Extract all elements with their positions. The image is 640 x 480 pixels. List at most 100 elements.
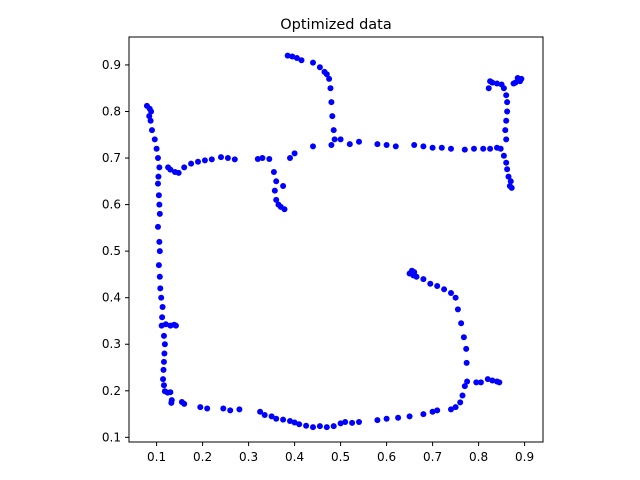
data-point bbox=[441, 286, 448, 293]
data-point bbox=[197, 404, 204, 411]
data-point bbox=[153, 145, 160, 152]
data-point bbox=[146, 113, 153, 120]
data-point bbox=[298, 57, 305, 64]
data-point bbox=[227, 407, 234, 414]
data-point bbox=[504, 166, 511, 173]
data-point bbox=[287, 155, 293, 162]
data-point bbox=[158, 294, 165, 301]
data-point bbox=[406, 413, 413, 420]
data-point bbox=[452, 294, 459, 301]
data-point bbox=[383, 142, 390, 148]
x-tick-label: 0.7 bbox=[423, 450, 442, 464]
data-point bbox=[156, 201, 163, 208]
data-point bbox=[155, 262, 162, 269]
plot-frame bbox=[128, 36, 544, 443]
data-point bbox=[310, 424, 316, 431]
data-point bbox=[337, 420, 344, 427]
data-point bbox=[330, 423, 337, 430]
data-point bbox=[503, 136, 510, 143]
x-axis-ticks: 0.1 0.2 0.3 0.4 0.5 0.6 0.7 0.8 0.9 bbox=[147, 442, 534, 464]
data-point bbox=[188, 160, 195, 167]
data-point bbox=[420, 411, 427, 418]
data-point bbox=[316, 423, 323, 430]
data-point bbox=[454, 306, 461, 313]
data-point bbox=[429, 408, 436, 415]
data-point bbox=[231, 156, 238, 163]
data-point bbox=[310, 143, 316, 150]
data-point bbox=[497, 145, 504, 152]
data-point bbox=[160, 358, 167, 365]
data-point bbox=[331, 136, 338, 143]
data-point bbox=[257, 408, 264, 415]
data-point bbox=[154, 155, 161, 162]
data-point bbox=[156, 210, 163, 217]
data-point bbox=[160, 332, 167, 339]
data-point bbox=[411, 142, 418, 148]
data-points bbox=[143, 52, 525, 431]
data-point bbox=[195, 158, 201, 165]
data-point bbox=[395, 414, 402, 421]
data-point bbox=[420, 143, 427, 150]
data-point bbox=[503, 117, 510, 124]
data-point bbox=[287, 418, 293, 425]
data-point bbox=[329, 113, 336, 120]
data-point bbox=[503, 92, 510, 99]
data-point bbox=[280, 182, 287, 189]
data-point bbox=[508, 184, 515, 191]
data-point bbox=[510, 80, 517, 87]
data-point bbox=[434, 407, 441, 414]
y-tick-label: 0.1 bbox=[102, 430, 121, 444]
data-point bbox=[259, 155, 266, 162]
data-point bbox=[458, 320, 465, 327]
data-point bbox=[161, 350, 168, 357]
data-point bbox=[181, 164, 188, 171]
data-point bbox=[281, 206, 288, 213]
data-point bbox=[489, 377, 496, 384]
data-point bbox=[289, 53, 296, 60]
data-point bbox=[448, 290, 454, 297]
data-point bbox=[374, 417, 381, 424]
data-point bbox=[504, 99, 511, 106]
data-point bbox=[254, 155, 261, 162]
data-point bbox=[159, 304, 166, 310]
data-point bbox=[460, 334, 467, 341]
y-tick-label: 0.4 bbox=[102, 291, 121, 305]
x-tick-label: 0.4 bbox=[285, 450, 304, 464]
data-point bbox=[496, 379, 503, 386]
data-point bbox=[156, 238, 163, 245]
data-point bbox=[374, 141, 381, 148]
y-tick-label: 0.8 bbox=[102, 104, 121, 118]
y-tick-label: 0.7 bbox=[102, 151, 121, 165]
data-point bbox=[427, 280, 434, 287]
data-point bbox=[410, 272, 417, 279]
data-point bbox=[429, 144, 436, 151]
data-point bbox=[503, 159, 510, 166]
data-point bbox=[392, 143, 399, 150]
data-point bbox=[420, 276, 427, 283]
x-tick-label: 0.6 bbox=[377, 450, 396, 464]
y-tick-label: 0.6 bbox=[102, 198, 121, 212]
data-point bbox=[316, 64, 323, 71]
x-tick-label: 0.2 bbox=[193, 450, 212, 464]
data-point bbox=[337, 136, 344, 143]
chart-title: Optimized data bbox=[280, 17, 392, 33]
data-point bbox=[162, 321, 169, 328]
data-point bbox=[167, 389, 174, 396]
data-point bbox=[500, 152, 507, 159]
data-point bbox=[473, 379, 480, 386]
data-point bbox=[155, 192, 162, 199]
data-point bbox=[457, 399, 464, 406]
x-tick-label: 0.1 bbox=[147, 450, 166, 464]
data-point bbox=[156, 164, 163, 171]
data-point bbox=[273, 178, 280, 185]
x-tick-label: 0.9 bbox=[515, 450, 534, 464]
data-point bbox=[154, 223, 161, 230]
data-point bbox=[494, 80, 500, 87]
data-point bbox=[498, 81, 505, 88]
data-point bbox=[296, 421, 303, 428]
data-point bbox=[463, 345, 470, 352]
data-point bbox=[461, 383, 468, 390]
data-point bbox=[220, 405, 227, 412]
data-point bbox=[514, 74, 521, 81]
